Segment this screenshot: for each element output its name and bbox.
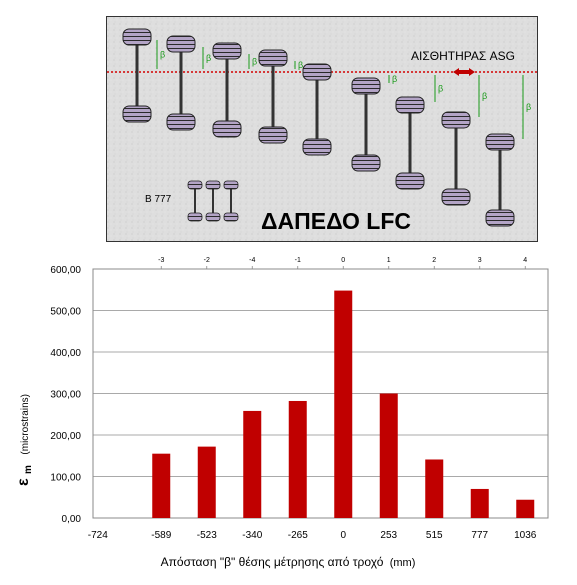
- axle-shaft: [498, 142, 502, 218]
- wheel: [302, 138, 332, 156]
- wheel: [166, 35, 196, 53]
- bars: [152, 290, 535, 518]
- beta-symbol: β: [160, 50, 165, 60]
- y-tick-label: 400,00: [50, 348, 81, 359]
- x-tick-label: -589: [151, 530, 171, 541]
- y-tick-label: 100,00: [50, 473, 81, 484]
- beta-symbol: β: [392, 74, 397, 84]
- wheel: [212, 120, 242, 138]
- x-tick-label: 515: [426, 530, 443, 541]
- y-tick-label: 0,00: [62, 514, 82, 525]
- bar: [197, 446, 216, 518]
- top-tick-label: -3: [158, 257, 164, 264]
- x-tick-label: -523: [197, 530, 217, 541]
- wheel: [485, 133, 515, 151]
- bar: [425, 459, 444, 518]
- diagram-svg: β β β β β β β β ΑΙΣΘΗΤΗΡΑΣ ASG ΔΑΠΕΔΟ LFC B 777: [107, 17, 537, 241]
- x-tick-label: 1036: [514, 530, 537, 541]
- wheel: [302, 63, 332, 81]
- top-tick-label: 1: [387, 257, 391, 264]
- wheel: [258, 49, 288, 67]
- x-tick-label: -724: [88, 530, 108, 541]
- axle-shaft: [271, 58, 275, 135]
- floor-label: ΔΑΠΕΔΟ LFC: [261, 208, 411, 234]
- wheel-axles: [122, 28, 515, 227]
- top-tick-label: 4: [523, 257, 527, 264]
- wheel: [205, 180, 221, 190]
- y-tick-label: 500,00: [50, 307, 81, 318]
- top-tick-labels: -3 -2 -4 -1 0 1 2 3 4: [158, 257, 527, 269]
- wheel: [212, 42, 242, 60]
- y-axis-label: ε m (microstrains): [15, 394, 35, 486]
- top-tick-label: 0: [341, 257, 345, 264]
- beta-symbol: β: [252, 57, 257, 67]
- top-tick-label: -4: [249, 257, 255, 264]
- x-tick-label: 0: [340, 530, 346, 541]
- wheel: [395, 96, 425, 114]
- top-tick-label: 2: [432, 257, 436, 264]
- beta-symbol: β: [482, 91, 487, 101]
- axle-shaft: [212, 185, 214, 219]
- axle-shaft: [230, 185, 232, 219]
- y-tick-label: 600,00: [50, 265, 81, 276]
- bar: [379, 393, 398, 518]
- bar: [334, 290, 353, 518]
- beta-symbol: β: [438, 84, 443, 94]
- beta-symbol: β: [206, 53, 211, 63]
- wheel: [223, 180, 239, 190]
- bar: [152, 453, 171, 518]
- axle-shaft: [179, 44, 183, 122]
- bar-chart: 0,00 100,00 200,00 300,00 400,00 500,00 600,00…: [15, 257, 549, 569]
- bar: [470, 488, 489, 518]
- bar: [516, 499, 535, 518]
- bogie-label: B 777: [145, 194, 172, 205]
- x-tick-label: -340: [242, 530, 262, 541]
- beta-symbol: β: [298, 60, 303, 70]
- axle-shaft: [454, 120, 458, 197]
- svg-text:ε m (microstrains): ε m (microstrains): [15, 394, 35, 486]
- x-tick-labels: -724 -589 -523 -340 -265 0 253 515 777 1036: [88, 530, 537, 541]
- x-tick-label: 253: [380, 530, 397, 541]
- axle-shaft: [315, 72, 319, 147]
- wheel: [187, 212, 203, 222]
- wheel: [258, 126, 288, 144]
- x-axis-label: Απόσταση "β" θέσης μέτρησης από τροχό (m…: [161, 555, 416, 569]
- bar: [243, 410, 262, 518]
- axle-shaft: [408, 105, 412, 181]
- y-tick-labels: 0,00 100,00 200,00 300,00 400,00 500,00 600,00: [50, 265, 81, 525]
- wheel: [441, 111, 471, 129]
- axle-shaft: [364, 86, 368, 163]
- y-tick-label: 300,00: [50, 390, 81, 401]
- wheel: [122, 28, 152, 46]
- axle-shaft: [194, 185, 196, 219]
- beta-markers: β β β β β β β β: [156, 40, 531, 139]
- x-tick-label: -265: [288, 530, 308, 541]
- wheel: [223, 212, 239, 222]
- wheel: [187, 180, 203, 190]
- wheel: [122, 105, 152, 123]
- beta-symbol: β: [526, 102, 531, 112]
- wheel: [395, 172, 425, 190]
- gridlines: [92, 268, 549, 519]
- top-tick-label: 3: [478, 257, 482, 264]
- b777-bogie-icon: [187, 180, 239, 222]
- axle-shaft: [225, 51, 229, 129]
- axle-shaft: [135, 37, 139, 114]
- wheel: [441, 188, 471, 206]
- sensor-icon: [453, 68, 475, 76]
- wheel: [351, 154, 381, 172]
- bar: [288, 400, 307, 518]
- top-tick-label: -2: [204, 257, 210, 264]
- sensor-label: ΑΙΣΘΗΤΗΡΑΣ ASG: [411, 49, 515, 63]
- wheel: [166, 113, 196, 131]
- wheel: [485, 209, 515, 227]
- y-tick-label: 200,00: [50, 431, 81, 442]
- track-diagram: β β β β β β β β ΑΙΣΘΗΤΗΡΑΣ ASG ΔΑΠΕΔΟ LFC B 777: [106, 16, 538, 242]
- x-tick-label: 777: [471, 530, 488, 541]
- top-tick-label: -1: [295, 257, 301, 264]
- wheel: [205, 212, 221, 222]
- wheel: [351, 77, 381, 95]
